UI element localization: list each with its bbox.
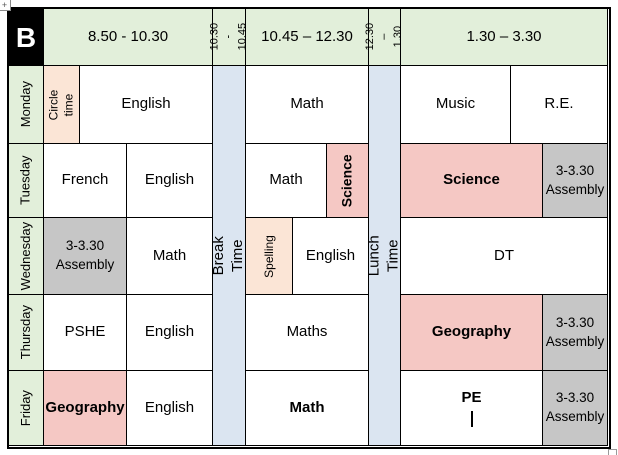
cell-thursday-english[interactable]: English — [126, 294, 213, 371]
header-session2[interactable]: 10.45 – 12.30 — [245, 8, 369, 66]
cell-wednesday-english[interactable]: English — [292, 217, 369, 295]
table-move-handle-icon[interactable]: + — [0, 0, 11, 11]
cell-label: 3-3.30 Assembly — [55, 238, 115, 272]
header-session1[interactable]: 8.50 - 10.30 — [43, 8, 213, 66]
cell-friday-english[interactable]: English — [126, 370, 213, 446]
cell-label: English — [144, 171, 195, 189]
row-header-friday-label: Friday — [17, 389, 33, 427]
class-badge-cell[interactable]: B — [8, 8, 44, 66]
table-resize-handle[interactable] — [608, 449, 617, 455]
cell-label: Math — [289, 398, 325, 416]
cell-wednesday-math[interactable]: Math — [126, 217, 213, 295]
cell-label: English — [121, 95, 171, 113]
cell-tuesday-assembly[interactable]: 3-3.30 Assembly — [542, 143, 608, 218]
cell-label: Science — [338, 154, 355, 207]
cell-wednesday-spelling[interactable]: Spelling — [245, 217, 293, 295]
header-break-time[interactable]: 10.30 - 10.45 — [208, 8, 248, 66]
cell-label: English — [305, 246, 356, 264]
class-badge-label: B — [15, 21, 37, 53]
cell-wednesday-assembly[interactable]: 3-3.30 Assembly — [43, 217, 127, 295]
cell-tuesday-science[interactable]: Science — [400, 143, 543, 218]
cell-friday-pe[interactable]: PE — [400, 370, 543, 446]
cell-tuesday-math[interactable]: Math — [245, 143, 327, 218]
timetable: B 8.50 - 10.30 10.30 - 10.45 10.45 – 12.… — [7, 7, 611, 449]
row-header-thursday-label: Thursday — [17, 305, 33, 360]
cell-label: English — [144, 398, 195, 416]
row-header-friday[interactable]: Friday — [8, 370, 44, 446]
cell-tuesday-english[interactable]: English — [126, 143, 213, 218]
cell-monday-re[interactable]: R.E. — [510, 65, 608, 144]
row-header-tuesday-label: Tuesday — [17, 155, 33, 206]
cell-label: Math — [269, 171, 303, 189]
row-header-tuesday[interactable]: Tuesday — [8, 143, 44, 218]
header-session1-label: 8.50 - 10.30 — [87, 27, 169, 45]
cell-label: 3-3.30 Assembly — [545, 390, 605, 424]
row-header-monday[interactable]: Monday — [8, 65, 44, 144]
header-lunch-time[interactable]: 12.30 – 1.30 — [364, 8, 403, 66]
cell-thursday-geography[interactable]: Geography — [400, 294, 543, 371]
cell-wednesday-dt[interactable]: DT — [400, 217, 608, 295]
cell-label: Science — [443, 171, 500, 189]
cell-label: 3-3.30 Assembly — [545, 314, 605, 349]
cell-label: Geography — [45, 398, 125, 416]
break-time-label: Break Time — [210, 235, 246, 276]
cell-friday-geography[interactable]: Geography — [43, 370, 127, 446]
cell-thursday-pshe[interactable]: PSHE — [43, 294, 127, 371]
lunch-time-label: Lunch Time — [365, 235, 402, 276]
cell-label: PSHE — [64, 323, 106, 341]
header-session2-label: 10.45 – 12.30 — [261, 27, 353, 45]
row-header-wednesday[interactable]: Wednesday — [8, 217, 44, 295]
cell-label: Math — [290, 95, 324, 113]
lunch-time-column[interactable]: Lunch Time — [365, 65, 402, 446]
cell-label: Math — [152, 246, 187, 264]
cell-monday-english[interactable]: English — [79, 65, 213, 144]
cell-label: Music — [435, 95, 476, 113]
cell-label: Circle time — [46, 89, 76, 120]
break-time-column[interactable]: Break Time — [210, 65, 246, 446]
cell-tuesday-science-split[interactable]: Science — [326, 143, 369, 218]
cell-label: French — [61, 171, 109, 189]
cell-label: Spelling — [261, 234, 276, 278]
row-header-thursday[interactable]: Thursday — [8, 294, 44, 371]
cell-monday-math[interactable]: Math — [245, 65, 369, 144]
row-header-monday-label: Monday — [17, 81, 33, 128]
row-header-wednesday-label: Wednesday — [17, 221, 33, 291]
cell-label: English — [144, 323, 195, 341]
header-lunch-time-label: 12.30 – 1.30 — [363, 23, 404, 51]
cell-monday-music[interactable]: Music — [400, 65, 511, 144]
text-cursor — [470, 410, 473, 427]
cell-label: 3-3.30 Assembly — [545, 162, 605, 197]
cell-label: DT — [494, 246, 514, 264]
header-session3[interactable]: 1.30 – 3.30 — [400, 8, 608, 66]
cell-monday-circle-time[interactable]: Circle time — [43, 65, 80, 144]
cell-label: Geography — [431, 323, 512, 341]
cell-friday-math[interactable]: Math — [245, 370, 369, 446]
cell-thursday-maths[interactable]: Maths — [245, 294, 369, 371]
cell-label: PE — [461, 389, 482, 407]
cell-tuesday-french[interactable]: French — [43, 143, 127, 218]
cell-label: Maths — [286, 323, 328, 341]
cell-label: R.E. — [544, 95, 574, 113]
cell-friday-assembly[interactable]: 3-3.30 Assembly — [542, 370, 608, 446]
header-break-time-label: 10.30 - 10.45 — [208, 23, 248, 51]
header-session3-label: 1.30 – 3.30 — [466, 27, 542, 45]
cell-thursday-assembly[interactable]: 3-3.30 Assembly — [542, 294, 608, 371]
